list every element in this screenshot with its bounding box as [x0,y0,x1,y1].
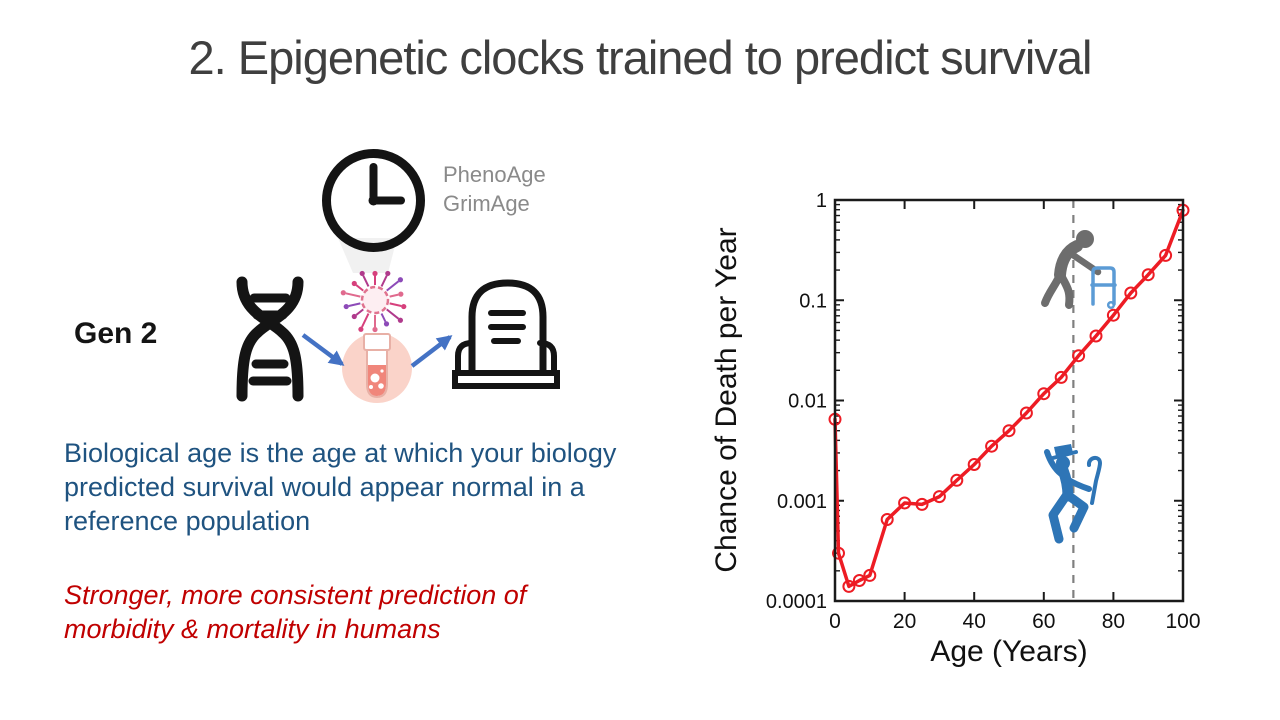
data-point-marker [832,546,845,560]
arrow-right-down-icon [301,333,345,366]
clock-name-grimage: GrimAge [443,191,530,216]
virus-body [360,285,390,315]
virus-spoke-dot [351,313,357,320]
y-axis-label: Chance of Death per Year [710,227,743,572]
gen2-label: Gen 2 [74,317,158,350]
virus-spoke [361,313,370,328]
virus-spoke-dot [385,270,391,277]
x-tick-label: 60 [1032,610,1055,633]
virus-spoke-dot [372,326,378,333]
virus-spoke-dot [359,270,365,277]
axis-tick-labels: 0 20 40 60 80 100 1 0.1 0.01 0.001 0.0001 [766,190,1201,633]
data-point-marker [967,458,981,471]
data-point-marker [863,568,877,582]
data-point-marker [898,496,912,510]
data-point-marker [1159,248,1173,262]
virus-spoke-dot [343,303,349,310]
axis-ticks [834,199,1184,602]
x-axis-label: Age (Years) [930,635,1087,668]
clock-name-phenoage: PhenoAge [443,162,546,187]
y-tick-label: 0.01 [788,391,827,413]
x-tick-label: 40 [963,610,986,633]
biological-age-definition: Biological age is the age at which your … [64,436,616,538]
data-point-marker [842,579,856,593]
definition-line: predicted survival would appear normal i… [64,472,585,502]
data-point-marker [1106,308,1120,322]
data-point-marker [950,473,964,487]
arrow-right-up-icon [410,335,453,368]
test-tube-icon [342,333,412,403]
virus-spoke-dot [351,280,357,287]
mortality-series [828,203,1190,593]
data-point-marker [1054,370,1068,384]
tombstone-icon [452,279,560,389]
virus-spoke [389,302,402,307]
virus-spoke-dot [372,270,378,277]
mortality-line [833,208,1185,589]
virus-spoke [386,280,400,292]
page-title: 2. Epigenetic clocks trained to predict … [188,31,1093,84]
clock-icon [322,149,425,252]
definition-line: reference population [64,506,311,536]
data-point-marker [1072,349,1086,363]
virus-spoke-dot [397,317,404,323]
y-tick-label: 0.1 [799,290,827,312]
dna-icon [236,276,304,402]
data-point-marker [932,490,946,504]
data-point-marker [985,439,999,453]
virus-spoke [355,284,364,292]
emphasis-line: Stronger, more consistent prediction of [64,580,527,610]
virus-icon [340,270,407,333]
data-point-marker [1037,387,1051,401]
virus-spoke [380,313,387,323]
virus-spoke [362,275,370,287]
virus-spoke [348,302,361,307]
elderly-with-walker-icon [1041,230,1117,310]
prediction-emphasis: Stronger, more consistent prediction of … [64,578,526,646]
virus-spoke-dot [397,277,404,283]
clock-names: PhenoAge GrimAge [443,160,546,218]
definition-line: Biological age is the age at which your … [64,438,617,468]
virus-spoke-dot [383,321,390,327]
dancing-senior-icon [1044,444,1102,544]
data-point-marker [1141,268,1155,282]
data-point-marker [1089,329,1103,343]
emphasis-line: morbidity & mortality in humans [64,614,441,644]
data-point-marker [1019,406,1033,420]
virus-spoke-dot [401,303,407,310]
x-tick-label: 0 [829,610,841,633]
gen2-diagram [236,149,560,403]
y-tick-label: 0.0001 [766,591,827,613]
virus-spoke [389,293,399,298]
data-point-marker [880,513,894,526]
y-tick-label: 1 [816,190,827,212]
virus-spoke [386,308,400,320]
data-point-marker [1124,286,1138,300]
virus-spoke [345,292,361,298]
virus-spoke-dot [398,291,404,297]
mortality-chart: 0 20 40 60 80 100 1 0.1 0.01 0.001 0.0001 [710,190,1201,668]
x-tick-label: 20 [893,610,916,633]
virus-spoke-dot [358,326,364,332]
plot-frame [833,198,1185,603]
virus-spoke [380,275,388,287]
x-tick-label: 100 [1165,610,1200,633]
data-point-marker [915,497,929,511]
y-tick-label: 0.001 [777,491,827,513]
virus-spoke-dot [340,290,346,296]
data-point-marker [852,574,866,587]
virus-spoke [355,308,364,316]
x-tick-label: 80 [1102,610,1125,633]
data-point-marker [1002,424,1016,438]
